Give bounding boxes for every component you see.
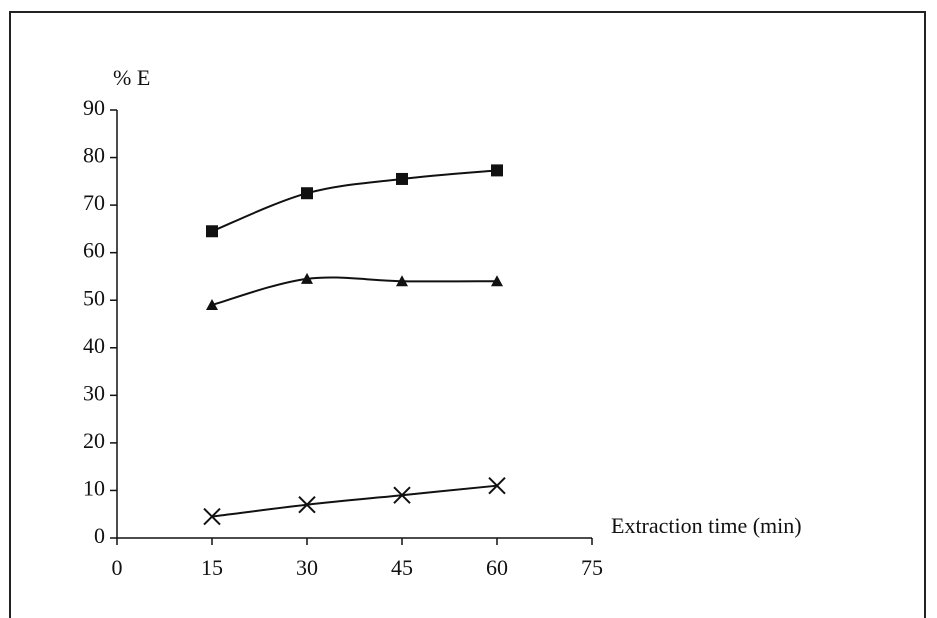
marker [396,275,408,287]
y-tick-label: 60 [83,238,105,263]
x-tick-label: 15 [201,555,223,580]
y-tick-label: 20 [83,428,105,453]
marker [491,164,503,177]
marker [206,298,218,310]
x-tick-label: 30 [296,555,318,580]
y-tick-label: 30 [83,380,105,405]
x-tick-label: 60 [486,555,508,580]
marker [393,486,411,504]
y-tick-label: 90 [83,95,105,120]
marker [203,507,221,526]
y-tick-label: 80 [83,143,105,168]
marker [301,272,313,284]
x-tick-label: 75 [581,555,603,580]
y-tick-label: 0 [94,523,105,548]
marker [488,476,506,495]
series-line [211,276,498,306]
frame [9,11,926,618]
y-tick-label: 50 [83,285,105,310]
y-tick-label: 40 [83,333,105,358]
marker [298,496,316,514]
marker [301,187,313,200]
series-line [211,484,498,518]
marker [396,172,408,185]
y-tick-label: 10 [83,475,105,500]
y-axis-label: % E [113,65,150,90]
x-tick-label: 45 [391,555,413,580]
marker [206,225,218,238]
y-tick-label: 70 [83,190,105,215]
x-axis-label: Extraction time (min) [611,513,802,538]
series-line [211,169,498,233]
x-tick-label: 0 [112,555,123,580]
marker [491,275,503,287]
